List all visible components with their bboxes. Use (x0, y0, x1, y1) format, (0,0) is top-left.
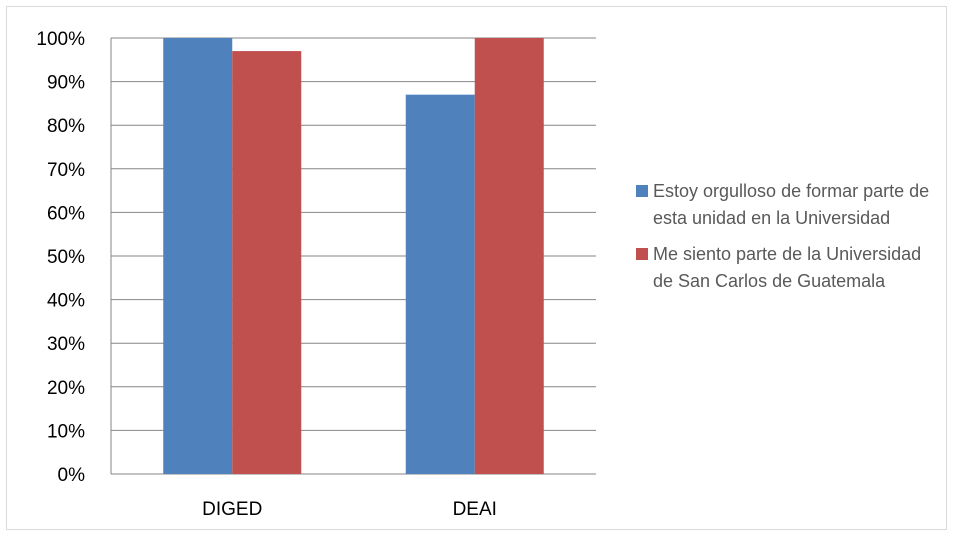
y-tick-label: 0% (58, 465, 86, 486)
legend-label-series-1: Estoy orgulloso de formar parte de esta … (653, 181, 930, 228)
legend: Estoy orgulloso de formar parte de esta … (636, 178, 946, 304)
bar-diged-series-1 (163, 38, 233, 474)
y-tick-label: 10% (47, 421, 85, 442)
y-tick-label: 20% (47, 378, 85, 399)
bar-diged-series-2 (232, 51, 302, 475)
y-tick-label: 100% (36, 29, 85, 50)
y-tick-label: 80% (47, 116, 85, 137)
legend-swatch-series-1 (636, 185, 648, 197)
y-tick-label: 60% (47, 203, 85, 224)
legend-swatch-series-2 (636, 248, 648, 260)
y-tick-label: 50% (47, 247, 85, 268)
x-tick-label: DIGED (202, 499, 262, 520)
y-tick-label: 40% (47, 291, 85, 312)
bar-deai-series-1 (405, 94, 475, 475)
bar-deai-series-2 (474, 38, 544, 474)
legend-item-series-1: Estoy orgulloso de formar parte de esta … (636, 178, 946, 232)
legend-item-series-2: Me siento parte de la Universidad de San… (636, 241, 946, 295)
y-tick-label: 70% (47, 160, 85, 181)
legend-label-series-2: Me siento parte de la Universidad de San… (653, 244, 922, 291)
y-tick-label: 90% (47, 73, 85, 94)
y-tick-label: 30% (47, 334, 85, 355)
x-tick-label: DEAI (453, 499, 497, 520)
